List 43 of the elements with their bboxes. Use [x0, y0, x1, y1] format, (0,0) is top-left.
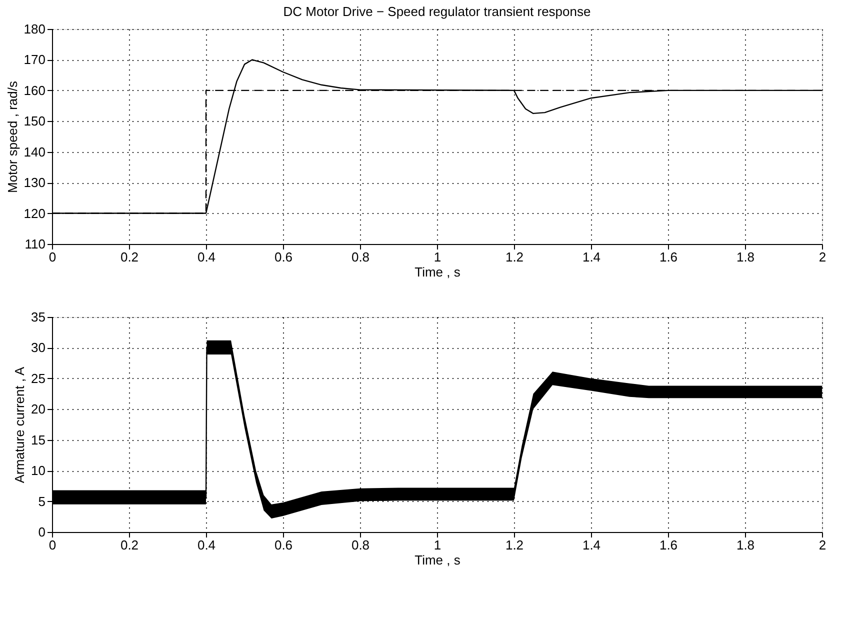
y-axis-title: Motor speed , rad/s — [4, 80, 20, 193]
y-tick-label: 5 — [38, 494, 46, 509]
x-tick-label: 1.4 — [582, 538, 601, 552]
x-tick-label: 1.2 — [505, 538, 524, 552]
x-tick-label: 0.6 — [274, 538, 293, 552]
y-tick-label: 140 — [24, 144, 46, 160]
x-tick-label: 0.8 — [351, 250, 370, 264]
y-tick-label: 35 — [31, 310, 46, 324]
x-axis-title: Time , s — [414, 552, 461, 568]
x-tick-label: 0.2 — [120, 538, 139, 552]
x-tick-label: 1 — [434, 538, 442, 552]
y-tick-label: 25 — [31, 370, 46, 386]
x-tick-label: 1.2 — [505, 250, 524, 264]
x-tick-label: 1.8 — [736, 538, 755, 552]
x-tick-label: 1.6 — [659, 538, 678, 552]
x-tick-label: 0 — [48, 250, 56, 264]
x-axis-title: Time , s — [414, 264, 461, 280]
x-tick-label: 0.4 — [197, 250, 216, 264]
y-tick-label: 20 — [31, 402, 46, 417]
x-tick-label: 0.2 — [120, 250, 139, 264]
y-tick-label: 110 — [24, 236, 46, 252]
x-tick-label: 1 — [434, 250, 442, 264]
x-tick-label: 0.6 — [274, 250, 293, 264]
chart-title: DC Motor Drive − Speed regulator transient response — [283, 4, 591, 19]
x-tick-label: 0.8 — [351, 538, 370, 552]
x-tick-label: 2 — [818, 250, 826, 264]
y-axis-title: Armature current , A — [12, 366, 28, 484]
x-tick-label: 0.4 — [197, 538, 216, 552]
y-tick-label: 10 — [31, 463, 46, 478]
x-tick-label: 1.6 — [659, 250, 678, 264]
y-tick-label: 0 — [38, 524, 46, 540]
x-tick-label: 1.8 — [736, 250, 755, 264]
y-tick-label: 30 — [31, 340, 46, 356]
y-tick-label: 160 — [24, 82, 46, 98]
x-tick-label: 2 — [818, 538, 826, 552]
y-tick-label: 150 — [24, 114, 46, 129]
y-tick-label: 170 — [24, 52, 46, 68]
y-tick-label: 120 — [24, 206, 46, 221]
y-tick-label: 15 — [31, 432, 46, 448]
x-tick-label: 0 — [48, 538, 56, 552]
y-tick-label: 180 — [24, 22, 46, 36]
y-tick-label: 130 — [24, 175, 46, 190]
x-tick-label: 1.4 — [582, 250, 601, 264]
